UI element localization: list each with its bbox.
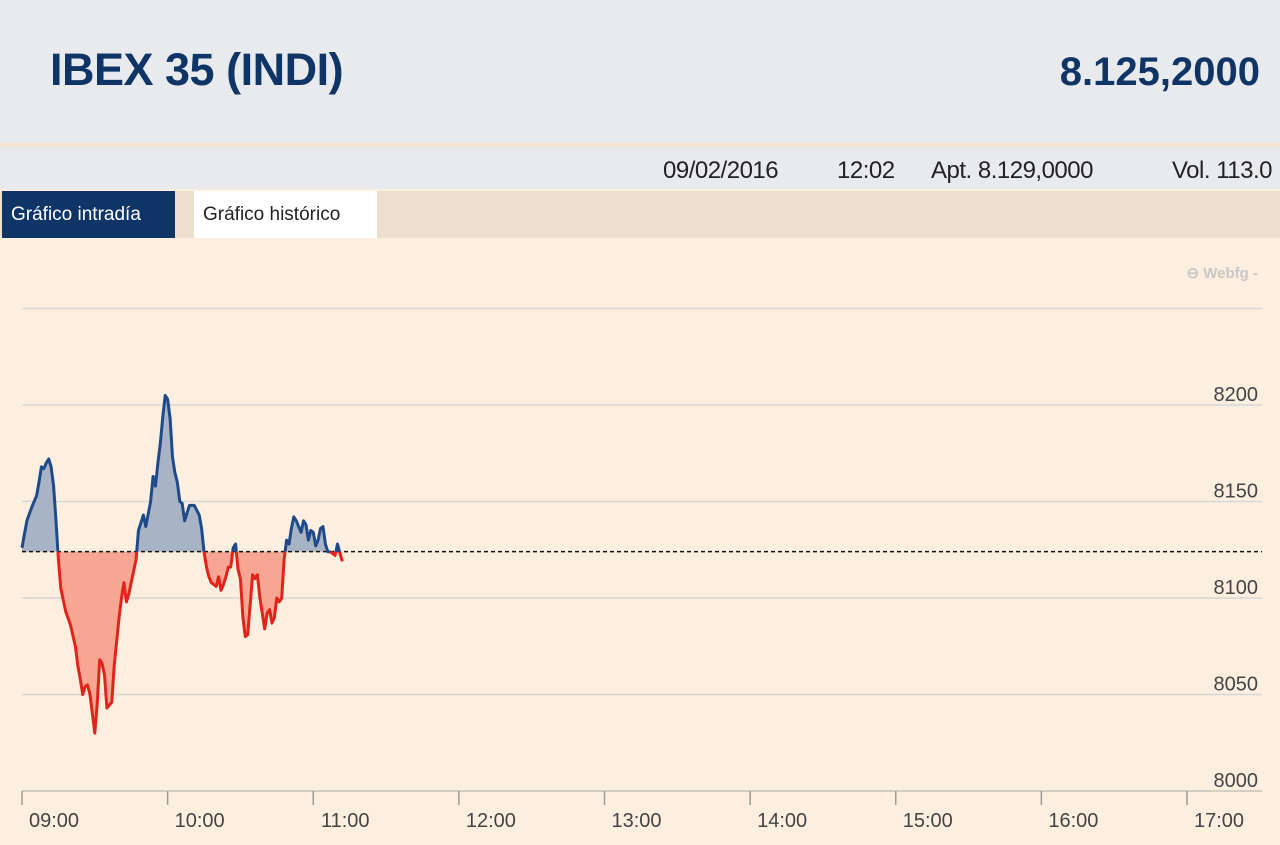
quote-header: IBEX 35 (INDI) 8.125,2000 <box>0 0 1280 147</box>
y-tick-label: 8150 <box>1214 481 1259 503</box>
x-tick-label: 16:00 <box>1048 810 1098 832</box>
y-tick-label: 8100 <box>1214 577 1259 599</box>
x-tick-label: 13:00 <box>611 810 661 832</box>
x-tick-label: 17:00 <box>1194 810 1244 832</box>
above-area <box>285 516 331 552</box>
chart-lines <box>20 393 344 735</box>
x-axis: 09:00 10:00 11:00 12:00 13:00 14:00 15:00 16:00… <box>21 791 1244 832</box>
x-tick-label: 09:00 <box>29 810 79 832</box>
y-axis-labels: 8000 8050 8100 8150 8200 <box>1214 384 1259 792</box>
series-line-above <box>334 542 341 553</box>
y-tick-label: 8000 <box>1214 770 1259 792</box>
intraday-chart: ⊖ Webfg - 8000 8050 8100 8150 8200 09:00 10:0… <box>20 265 1262 832</box>
open-price: Apt. 8.129,0000 <box>931 157 1093 184</box>
tab-historic-chart[interactable]: Gráfico histórico <box>194 191 377 238</box>
quote-time: 12:02 <box>837 157 895 184</box>
series-line-below <box>56 551 139 735</box>
watermark: ⊖ Webfg - <box>1187 265 1258 282</box>
series-line-below <box>329 550 338 557</box>
y-tick-label: 8200 <box>1214 384 1259 406</box>
instrument-title: IBEX 35 (INDI) <box>50 44 344 95</box>
above-area <box>22 459 58 552</box>
chart-grid <box>22 307 1262 792</box>
x-tick-label: 11:00 <box>321 810 370 832</box>
last-price: 8.125,2000 <box>1059 50 1260 94</box>
volume: Vol. 113.0 <box>1172 157 1272 184</box>
series-line-above <box>135 393 206 552</box>
quote-info-bar: 09/02/2016 12:02 Apt. 8.129,0000 Vol. 11… <box>0 147 1280 189</box>
series-line-below <box>338 551 344 562</box>
chart-tab-bar: Gráfico intradía Gráfico histórico <box>0 191 1280 238</box>
series-line-above <box>283 515 331 554</box>
x-tick-label: 14:00 <box>757 810 807 832</box>
x-tick-label: 15:00 <box>903 810 953 832</box>
x-tick-label: 12:00 <box>466 810 516 832</box>
quote-date: 09/02/2016 <box>663 157 779 184</box>
series-line-below <box>234 551 287 639</box>
series-line-above <box>231 542 238 552</box>
chart-areas <box>22 395 343 734</box>
series-line-below <box>202 551 235 592</box>
y-tick-label: 8050 <box>1214 674 1259 696</box>
x-tick-label: 10:00 <box>175 810 225 832</box>
below-area <box>57 551 137 734</box>
series-line-above <box>20 457 60 552</box>
tab-intraday-chart[interactable]: Gráfico intradía <box>2 191 175 238</box>
